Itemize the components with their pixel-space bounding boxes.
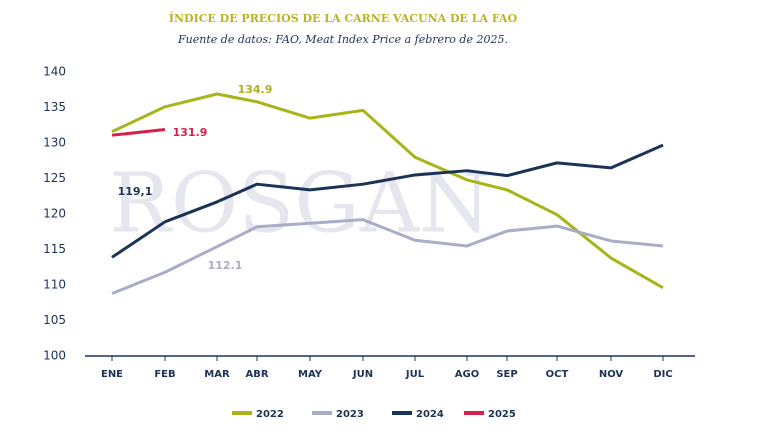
y-tick-label: 125 [43,171,66,185]
legend-label: 2025 [488,409,516,420]
annotation: 131.9 [173,126,208,139]
x-tick-label: OCT [546,369,569,380]
y-tick-label: 135 [43,100,66,114]
x-tick-label: ABR [245,369,268,380]
series-line [111,92,664,290]
series-line [111,143,664,259]
y-tick-label: 120 [43,207,66,221]
y-tick-label: 140 [43,65,66,79]
watermark: ROSGAN [109,157,491,252]
x-tick-label: SEP [496,369,517,380]
legend-label: 2023 [336,409,364,420]
legend-label: 2022 [256,409,284,420]
x-tick-label: DIC [653,369,672,380]
x-tick-label: NOV [599,369,624,380]
x-tick-label: JUL [405,369,425,380]
chart-title: ÍNDICE DE PRECIOS DE LA CARNE VACUNA DE … [169,11,518,25]
y-tick-label: 105 [43,313,66,327]
x-tick-label: AGO [455,369,479,380]
series-line [111,218,664,295]
y-tick-label: 130 [43,136,66,150]
y-tick-label: 115 [43,242,66,256]
x-tick-label: JUN [352,369,373,380]
annotation: 119,1 [118,185,153,198]
y-tick-label: 110 [43,278,66,292]
x-tick-label: FEB [154,369,175,380]
annotation: 112.1 [208,259,243,272]
chart-subtitle: Fuente de datos: FAO, Meat Index Price a… [177,33,508,46]
x-tick-label: MAR [204,369,230,380]
annotation: 134.9 [238,83,273,96]
series-line [111,128,166,137]
x-tick-label: MAY [298,369,323,380]
x-tick-label: ENE [101,369,123,380]
legend-label: 2024 [416,409,444,420]
y-tick-label: 100 [43,349,66,363]
